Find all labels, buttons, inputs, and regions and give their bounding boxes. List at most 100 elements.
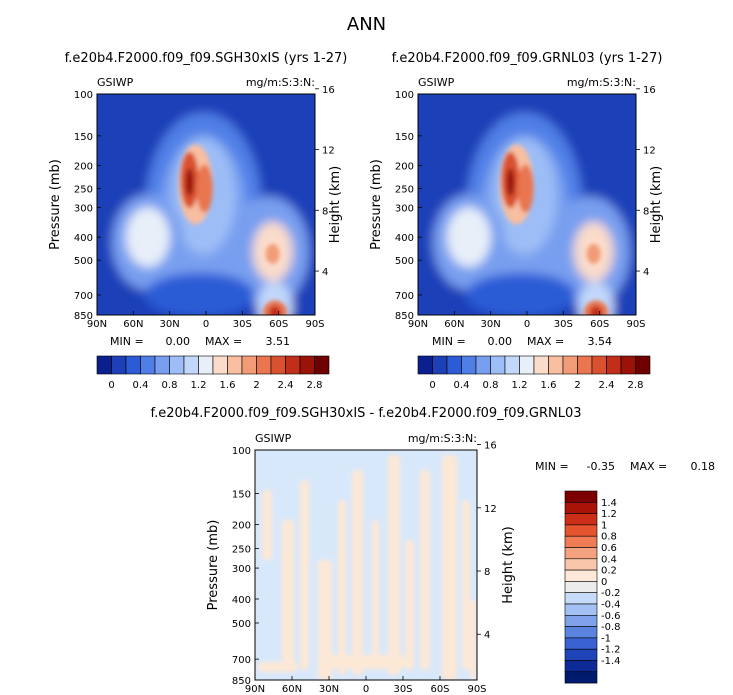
colorbar-swatch bbox=[564, 524, 598, 537]
panel-title: f.e20b4.F2000.f09_f09.SGH30xIS (yrs 1-27… bbox=[65, 51, 348, 66]
max-label: MAX = bbox=[630, 460, 667, 473]
y-tick-label: 100 bbox=[232, 446, 251, 457]
variable-label: GSIWP bbox=[255, 432, 292, 445]
panel-title: f.e20b4.F2000.f09_f09.SGH30xIS - f.e20b4… bbox=[150, 406, 581, 421]
page-title: ANN bbox=[346, 14, 387, 35]
y2-axis-label: Height (km) bbox=[649, 166, 664, 243]
x-tick-label: 60N bbox=[123, 319, 143, 330]
y2-tick-label: 8 bbox=[484, 567, 490, 578]
low-level-band bbox=[144, 272, 255, 315]
colorbar-swatch bbox=[564, 660, 598, 673]
colorbar-swatch bbox=[564, 614, 598, 627]
colorbar-label: 0.8 bbox=[483, 380, 499, 391]
colorbar-label: 2.4 bbox=[278, 380, 294, 391]
colorbar-label: 2.4 bbox=[599, 380, 615, 391]
colorbar-swatch bbox=[564, 547, 598, 560]
colorbar-label: 0.4 bbox=[601, 554, 617, 565]
low-level-band bbox=[465, 272, 576, 315]
colorbar-swatch bbox=[299, 355, 315, 375]
colorbar-swatch bbox=[564, 592, 598, 605]
colorbar-swatch bbox=[96, 355, 112, 375]
plot-frame bbox=[96, 93, 316, 316]
positive-anomaly bbox=[338, 500, 346, 675]
x-tick-label: 90N bbox=[408, 319, 428, 330]
x-tick-label: 90N bbox=[245, 684, 265, 695]
colorbar-label: -0.2 bbox=[601, 588, 621, 599]
colorbar-label: 2.8 bbox=[307, 380, 323, 391]
colorbar-label: -0.4 bbox=[601, 600, 621, 611]
positive-anomaly bbox=[318, 560, 332, 680]
contour-core-group bbox=[499, 144, 609, 315]
colorbar-label: 0 bbox=[108, 380, 114, 391]
southern-maximum bbox=[269, 306, 282, 315]
y-tick-label: 700 bbox=[74, 291, 93, 302]
y-tick-label: 250 bbox=[395, 185, 414, 196]
x-tick-label: 30S bbox=[554, 319, 573, 330]
colorbar-swatch bbox=[564, 558, 598, 571]
min-value: 0.00 bbox=[488, 335, 513, 348]
colorbar-label: 0.8 bbox=[601, 532, 617, 543]
units-label: mg/m:S:3:N: bbox=[408, 432, 477, 445]
colorbar-swatch bbox=[285, 355, 301, 375]
colorbar-swatch bbox=[562, 355, 578, 375]
y2-tick-label: 4 bbox=[643, 267, 649, 278]
x-tick-label: 60S bbox=[269, 319, 288, 330]
plot-frame bbox=[254, 449, 478, 681]
x-tick-label: 30S bbox=[233, 319, 252, 330]
colorbar-swatch bbox=[577, 355, 593, 375]
y2-axis-label: Height (km) bbox=[501, 526, 516, 603]
x-tick-label: 30S bbox=[393, 684, 412, 695]
colorbar-label: 1.6 bbox=[541, 380, 557, 391]
colorbar-swatch bbox=[564, 637, 598, 650]
colorbar-swatch bbox=[635, 355, 651, 375]
colorbar-label: 0.4 bbox=[454, 380, 470, 391]
colorbar-label: 0 bbox=[429, 380, 435, 391]
x-tick-label: 90S bbox=[305, 319, 324, 330]
y-tick-label: 500 bbox=[395, 256, 414, 267]
y-tick-label: 500 bbox=[232, 619, 251, 630]
colorbar-label: 0.6 bbox=[601, 543, 617, 554]
colorbar-swatch bbox=[154, 355, 170, 375]
y2-tick-label: 12 bbox=[484, 504, 497, 515]
positive-anomaly bbox=[282, 520, 294, 670]
colorbar-swatch bbox=[564, 671, 598, 684]
southern-maximum bbox=[590, 306, 603, 315]
positive-anomaly bbox=[352, 470, 363, 675]
colorbar-swatch bbox=[564, 626, 598, 639]
colorbar-swatch bbox=[504, 355, 520, 375]
colorbar-label: 0.2 bbox=[601, 566, 617, 577]
x-tick-label: 30N bbox=[160, 319, 180, 330]
max-value: 3.54 bbox=[588, 335, 613, 348]
x-tick-label: 30N bbox=[319, 684, 339, 695]
colorbar-swatch bbox=[183, 355, 199, 375]
nh-storm-core bbox=[446, 207, 491, 268]
colorbar-swatch bbox=[548, 355, 564, 375]
colorbar-label: -1.2 bbox=[601, 645, 621, 656]
colorbar-swatch bbox=[111, 355, 127, 375]
colorbar-label: -0.6 bbox=[601, 611, 621, 622]
y2-tick-label: 12 bbox=[322, 146, 335, 157]
x-tick-label: 0 bbox=[524, 319, 530, 330]
colorbar-swatch bbox=[564, 648, 598, 661]
colorbar-label: 0 bbox=[601, 577, 607, 588]
colorbar-label: 1 bbox=[601, 520, 607, 531]
units-label: mg/m:S:3:N: bbox=[567, 76, 636, 89]
colorbar-swatch bbox=[564, 490, 598, 503]
y2-tick-label: 4 bbox=[322, 267, 328, 278]
max-value: 0.18 bbox=[691, 460, 716, 473]
colorbar-swatch bbox=[212, 355, 228, 375]
difference-blur-group bbox=[258, 455, 476, 680]
y-tick-label: 500 bbox=[74, 256, 93, 267]
y-tick-label: 400 bbox=[232, 595, 251, 606]
contour-field bbox=[418, 94, 636, 315]
y-tick-label: 250 bbox=[232, 544, 251, 555]
colorbar-swatch bbox=[475, 355, 491, 375]
colorbar-label: -0.8 bbox=[601, 622, 621, 633]
sh-storm-peak bbox=[586, 243, 601, 264]
plot-frame bbox=[417, 93, 637, 316]
y-tick-label: 200 bbox=[74, 162, 93, 173]
nh-storm-core bbox=[125, 207, 170, 268]
y-tick-label: 700 bbox=[232, 655, 251, 666]
tropical-core-right bbox=[517, 164, 534, 213]
x-tick-label: 60S bbox=[430, 684, 449, 695]
